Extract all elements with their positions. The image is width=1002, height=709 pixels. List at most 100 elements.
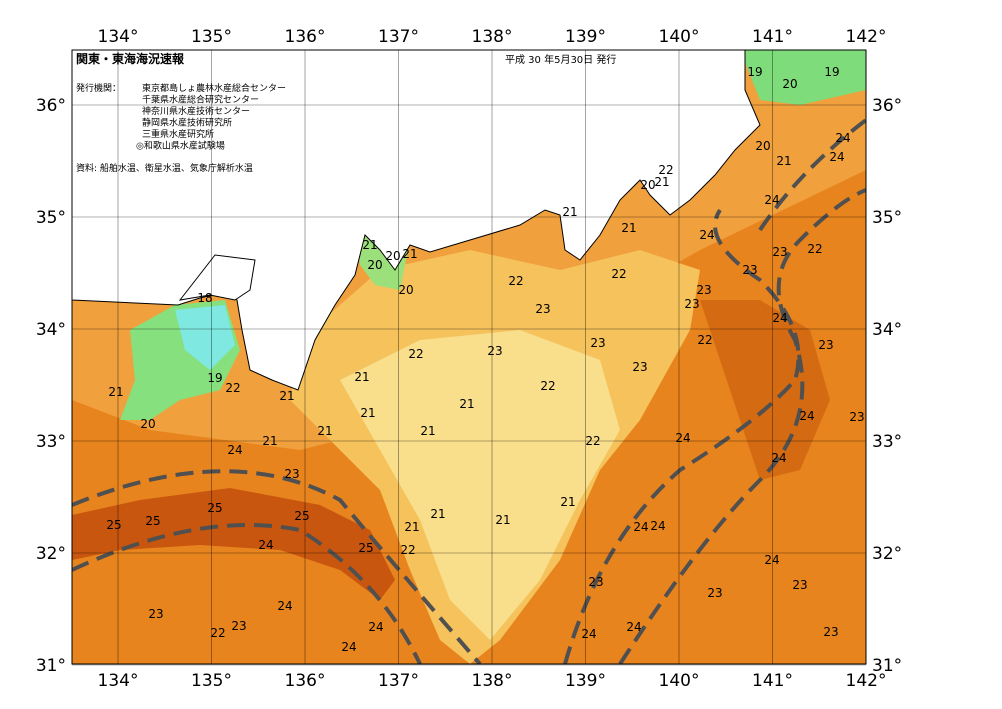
lon-label: 138° <box>472 671 513 691</box>
contour-label: 21 <box>354 370 369 384</box>
contour-label: 22 <box>210 626 225 640</box>
contour-label: 24 <box>772 311 787 325</box>
contour-label: 23 <box>707 586 722 600</box>
contour-label: 22 <box>225 381 240 395</box>
contour-label: 24 <box>633 520 648 534</box>
contour-label: 20 <box>782 77 797 91</box>
lon-label: 136° <box>285 671 326 691</box>
contour-label: 25 <box>145 514 160 528</box>
contour-label: 23 <box>849 410 864 424</box>
lon-label: 138° <box>472 27 513 47</box>
contour-label: 22 <box>508 274 523 288</box>
lon-label: 141° <box>752 27 793 47</box>
contour-label: 21 <box>495 513 510 527</box>
lon-label: 141° <box>752 671 793 691</box>
contour-label: 20 <box>140 417 155 431</box>
lat-label: 34° <box>36 320 66 340</box>
contour-label: 23 <box>231 619 246 633</box>
contour-label: 21 <box>108 385 123 399</box>
lon-label: 135° <box>191 27 232 47</box>
contour-label: 23 <box>590 336 605 350</box>
contour-label: 23 <box>772 245 787 259</box>
contour-label: 24 <box>368 620 383 634</box>
lon-label: 142° <box>846 27 887 47</box>
sea-cyan <box>175 305 235 370</box>
contour-label: 24 <box>699 228 714 242</box>
contour-label: 22 <box>408 347 423 361</box>
issuer: ◎和歌山県水産試験場 <box>136 140 225 152</box>
contour-label: 23 <box>148 607 163 621</box>
lon-label: 140° <box>659 671 700 691</box>
map-body <box>72 50 866 664</box>
lat-label: 36° <box>36 96 66 116</box>
lat-label: 32° <box>872 544 902 564</box>
contour-label: 20 <box>640 178 655 192</box>
contour-label: 24 <box>771 451 786 465</box>
lat-label: 33° <box>872 432 902 452</box>
contour-label: 22 <box>658 163 673 177</box>
contour-label: 23 <box>487 344 502 358</box>
contour-label: 24 <box>227 443 242 457</box>
contour-label: 21 <box>402 247 417 261</box>
contour-label: 24 <box>626 620 641 634</box>
contour-label: 24 <box>258 538 273 552</box>
contour-label: 20 <box>385 249 400 263</box>
contour-label: 21 <box>279 389 294 403</box>
lon-label: 139° <box>565 671 606 691</box>
contour-label: 23 <box>588 575 603 589</box>
title: 関東・東海海況速報 <box>76 51 185 66</box>
contour-label: 20 <box>755 139 770 153</box>
lat-label: 34° <box>872 320 902 340</box>
lon-label: 140° <box>659 27 700 47</box>
contour-label: 19 <box>207 371 222 385</box>
contour-label: 19 <box>747 65 762 79</box>
contour-label: 24 <box>581 627 596 641</box>
contour-label: 24 <box>341 640 356 654</box>
contour-label: 24 <box>835 131 850 145</box>
contour-label: 21 <box>459 397 474 411</box>
contour-label: 22 <box>400 543 415 557</box>
lat-label: 31° <box>36 656 66 676</box>
contour-label: 24 <box>799 409 814 423</box>
lon-label: 139° <box>565 27 606 47</box>
lon-label: 137° <box>378 671 419 691</box>
issuer: 神奈川県水産技術センター <box>142 105 250 117</box>
contour-label: 24 <box>650 519 665 533</box>
contour-label: 23 <box>535 302 550 316</box>
contour-label: 20 <box>367 258 382 272</box>
contour-label: 21 <box>621 221 636 235</box>
contour-label: 21 <box>776 154 791 168</box>
contour-label: 24 <box>675 431 690 445</box>
lat-label: 33° <box>36 432 66 452</box>
contour-label: 24 <box>829 150 844 164</box>
sea-cool <box>340 330 620 640</box>
kuroshio-axis <box>72 469 482 664</box>
contour-label: 21 <box>360 406 375 420</box>
lon-label: 135° <box>191 671 232 691</box>
lat-label: 31° <box>872 656 902 676</box>
issue-date: 平成 30 年5月30日 発行 <box>505 53 616 66</box>
contour-label: 21 <box>404 520 419 534</box>
contour-label: 19 <box>824 65 839 79</box>
lon-label: 136° <box>285 27 326 47</box>
kuroshio-axis <box>72 523 422 664</box>
contour-label: 22 <box>807 242 822 256</box>
contour-label: 25 <box>207 501 222 515</box>
contour-label: 21 <box>262 434 277 448</box>
issuer: 東京都島しょ農林水産総合センター <box>142 82 286 94</box>
sea-cold-ne <box>740 50 866 105</box>
contour-label: 25 <box>358 541 373 555</box>
contour-label: 22 <box>585 434 600 448</box>
contour-label: 23 <box>792 578 807 592</box>
contour-label: 25 <box>294 509 309 523</box>
contour-label: 23 <box>742 263 757 277</box>
contour-label: 21 <box>562 205 577 219</box>
contour-label: 24 <box>277 599 292 613</box>
contour-label: 22 <box>540 379 555 393</box>
issuer: 千葉県水産総合研究センター <box>142 94 259 106</box>
source: 資料: 船舶水温、衛星水温、気象庁解析水温 <box>76 162 253 174</box>
kuroshio-axis <box>758 118 866 232</box>
land <box>72 50 761 391</box>
